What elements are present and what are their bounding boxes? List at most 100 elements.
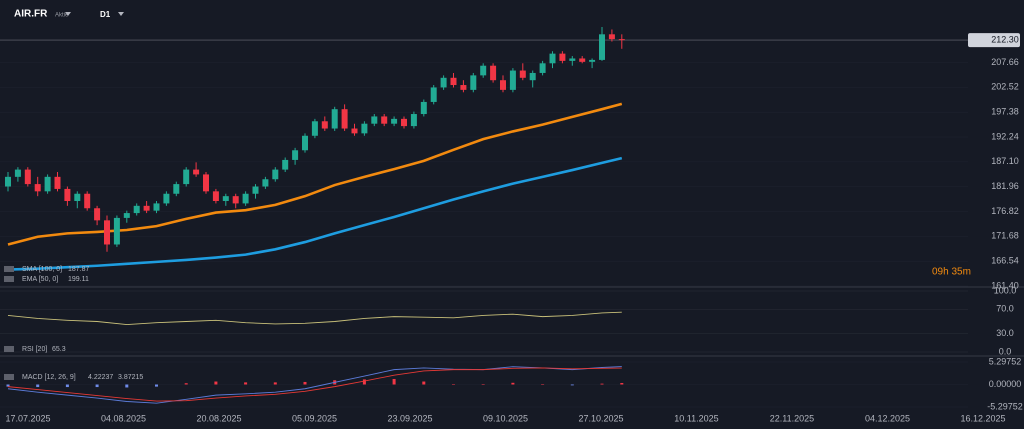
legend-name: MACD [12, 26, 9] <box>22 374 76 381</box>
y-tick-label: 171.68 <box>991 231 1019 241</box>
indicator-line <box>7 102 623 246</box>
x-tick-label: 27.10.2025 <box>578 413 623 423</box>
x-tick-label: 04.12.2025 <box>865 413 910 423</box>
candle-body <box>104 220 110 245</box>
candle-body <box>440 77 447 88</box>
histogram-bar <box>273 382 277 385</box>
timeframe[interactable]: D1 <box>100 10 111 19</box>
y-tick-label: -5.29752 <box>987 401 1023 411</box>
histogram-bar <box>125 384 129 388</box>
y-tick-label: 5.29752 <box>989 356 1022 366</box>
candle-body <box>292 150 299 160</box>
candle-body <box>242 193 249 204</box>
histogram-bar <box>6 384 10 387</box>
candle-body <box>361 123 368 134</box>
legend-icon <box>4 266 14 272</box>
candle-body <box>14 169 21 177</box>
histogram-bar <box>481 384 485 385</box>
x-tick-label: 20.08.2025 <box>196 413 241 423</box>
candle-body <box>311 121 318 136</box>
indicator-line <box>7 156 623 271</box>
candle-body <box>153 203 160 211</box>
histogram-bar <box>452 384 455 385</box>
histogram-bar <box>36 384 40 388</box>
candle-body <box>460 85 467 90</box>
histogram-bar <box>184 383 188 385</box>
candle-body <box>608 34 615 40</box>
legend-value: 4.22237 <box>88 374 113 381</box>
candle-body <box>232 196 239 204</box>
y-tick-label: 161.40 <box>991 280 1019 290</box>
symbol: AIR.FR <box>14 9 48 20</box>
histogram-bar <box>155 384 158 387</box>
candle-body <box>371 116 378 124</box>
candle-body <box>321 121 328 129</box>
asset-type: Aktie <box>55 13 69 19</box>
indicator-line <box>7 367 622 402</box>
histogram-bar <box>511 382 515 385</box>
candle-body <box>430 87 437 102</box>
histogram-bar <box>600 383 604 385</box>
candle-body <box>163 193 170 204</box>
candle-body <box>193 169 200 175</box>
candle-body <box>282 159 289 170</box>
candle-body <box>599 34 605 60</box>
histogram-bar <box>570 384 574 386</box>
candle-body <box>341 109 348 129</box>
candle-body <box>618 39 625 41</box>
candle-body <box>331 109 338 129</box>
y-tick-label: 187.10 <box>991 156 1019 166</box>
legend-value: 65.3 <box>52 346 66 353</box>
dropdown-icon[interactable] <box>65 12 71 16</box>
candle-body <box>133 205 140 214</box>
y-tick-label: 100.0 <box>994 285 1017 295</box>
y-tick-label: 70.0 <box>996 304 1014 314</box>
candle-body <box>589 59 596 62</box>
legend-value: 187.87 <box>68 266 90 273</box>
x-tick-label: 10.11.2025 <box>674 413 718 423</box>
histogram-bar <box>214 381 218 385</box>
candle-body <box>173 184 180 194</box>
y-tick-label: 0.0 <box>999 346 1012 356</box>
candle-body <box>391 118 398 124</box>
candle-body <box>549 53 556 64</box>
candle-body <box>203 174 209 192</box>
legend-value: 3.87215 <box>118 374 143 381</box>
candle-body <box>559 53 566 61</box>
candle-body <box>183 169 190 185</box>
candle-body <box>262 179 269 187</box>
price-tag <box>968 33 1020 48</box>
dropdown-icon[interactable] <box>118 12 124 16</box>
candle-body <box>470 75 477 90</box>
candle-body <box>252 186 259 194</box>
candle-body <box>302 135 308 151</box>
indicator-line <box>7 311 622 326</box>
indicator-line <box>7 366 622 404</box>
candle-body <box>410 114 417 127</box>
histogram-bar <box>541 384 545 385</box>
candle-body <box>123 213 130 218</box>
histogram-bar <box>620 383 624 385</box>
candle-body <box>351 128 358 134</box>
y-tick-label: 166.54 <box>991 256 1019 266</box>
histogram-bar <box>422 381 426 385</box>
candle-body <box>450 77 457 86</box>
countdown: 09h 35m <box>932 267 971 278</box>
candle-body <box>480 65 487 76</box>
candle-body <box>529 72 536 81</box>
histogram-bar <box>95 384 99 388</box>
candle-body <box>212 191 219 201</box>
histogram-bar <box>303 381 307 385</box>
legend-name: RSI [20] <box>22 346 47 353</box>
x-tick-label: 23.09.2025 <box>387 413 432 423</box>
y-tick-label: 192.24 <box>991 131 1019 141</box>
candle-body <box>381 116 388 124</box>
y-tick-label: 207.66 <box>991 57 1019 67</box>
histogram-bar <box>244 382 248 385</box>
price-tag-label: 212.30 <box>991 34 1019 44</box>
legend-value: 199.11 <box>68 276 89 283</box>
y-tick-label: 181.96 <box>991 181 1019 191</box>
candle-body <box>54 176 61 189</box>
